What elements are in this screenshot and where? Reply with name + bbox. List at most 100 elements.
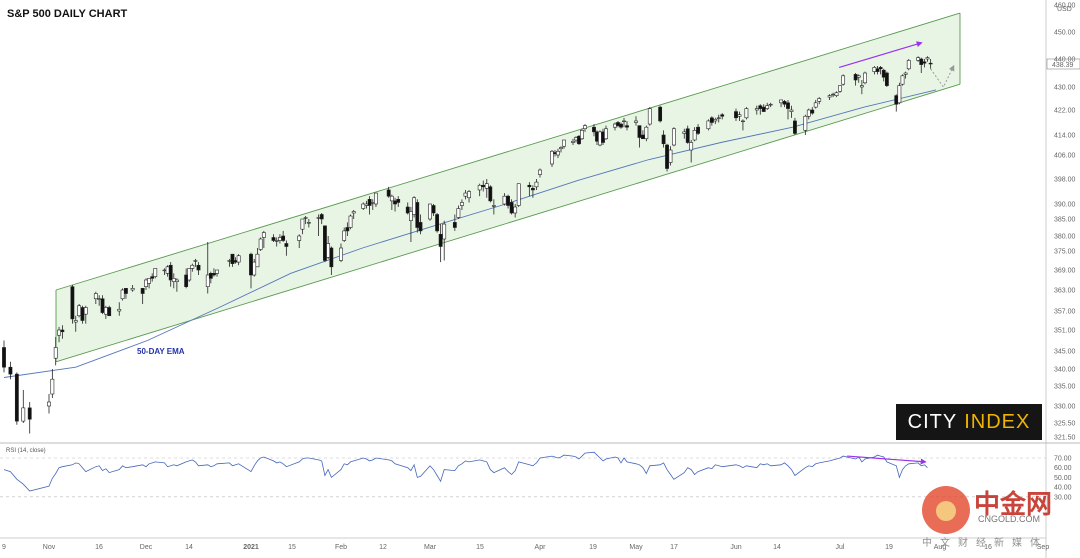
candle-body	[144, 279, 148, 287]
candle	[271, 234, 276, 242]
y-tick-label: 398.00	[1054, 177, 1076, 184]
price-axis[interactable]: USD 438.39 321.50 325.50 330.00 335.00 340.0…	[1046, 3, 1080, 502]
candle-body	[415, 202, 420, 228]
candle-body	[856, 75, 861, 78]
candle-body	[274, 240, 279, 242]
candle-body	[103, 307, 108, 315]
candle-body	[881, 69, 886, 78]
candle	[184, 268, 189, 289]
y-tick-label: 460.00	[1054, 3, 1076, 10]
x-tick-label: Apr	[535, 544, 547, 551]
candle	[460, 199, 464, 210]
candle	[765, 102, 770, 110]
candle-body	[810, 109, 815, 114]
candle	[672, 127, 676, 147]
candle	[431, 204, 436, 216]
candle	[93, 291, 98, 304]
candle-body	[150, 276, 155, 279]
candle-body	[928, 62, 933, 65]
y-tick-label: 440.00	[1054, 57, 1076, 64]
candle	[856, 74, 861, 83]
candle-body	[236, 255, 241, 263]
candle	[481, 180, 486, 192]
candle	[706, 119, 711, 131]
cngold-logo-icon	[922, 486, 970, 534]
candle-body	[57, 329, 61, 336]
candle-body	[786, 102, 790, 109]
candle-body	[761, 106, 766, 112]
candle-body	[8, 366, 13, 375]
candle-body	[834, 92, 839, 96]
candle	[329, 246, 334, 275]
rsi-annotation-layer	[847, 455, 927, 465]
candle	[196, 262, 201, 275]
candle-body	[737, 114, 742, 117]
y-tick-label: 321.50	[1054, 435, 1076, 442]
candle-body	[720, 114, 725, 117]
candle-body	[100, 298, 105, 313]
candle-body	[300, 218, 305, 230]
time-axis[interactable]: 9 Nov 16 Dec 14 2021 15 Feb 12 Mar 15 Apr 19 May 17 Jun…	[2, 544, 1049, 551]
candle-body	[562, 139, 566, 147]
candle-body	[813, 102, 818, 108]
candle-body	[364, 203, 369, 206]
candle	[428, 203, 432, 221]
candle-body	[658, 106, 663, 122]
candle	[300, 218, 305, 235]
rsi-layer	[3, 451, 928, 492]
candle-body	[409, 211, 413, 221]
rsi-tick-label: 60.00	[1054, 465, 1072, 472]
channel-lower-line	[55, 83, 961, 363]
candle	[130, 285, 135, 292]
x-tick-label: 14	[773, 544, 781, 551]
candle	[323, 225, 327, 263]
candle-body	[50, 378, 55, 395]
candle-body	[491, 205, 496, 207]
candle-body	[716, 117, 721, 119]
candle-body	[817, 98, 822, 102]
candle-body	[903, 72, 908, 75]
y-tick-label: 385.00	[1054, 217, 1076, 224]
candle-body	[709, 117, 714, 123]
logo-word-index: INDEX	[964, 410, 1031, 433]
candle-body	[412, 197, 417, 215]
candle-body	[21, 407, 26, 422]
candle-body	[342, 230, 347, 241]
candle	[351, 210, 356, 219]
x-tick-label: 16	[95, 544, 103, 551]
candle	[281, 230, 286, 242]
candle-body	[233, 260, 238, 263]
candle	[488, 185, 493, 203]
candle	[467, 189, 471, 203]
candle-body	[297, 235, 302, 241]
candle	[361, 202, 366, 210]
candle-body	[502, 195, 507, 205]
candle	[53, 337, 58, 366]
candle	[817, 97, 822, 105]
candle	[8, 361, 13, 380]
candle-body	[713, 119, 718, 122]
candle-body	[734, 111, 738, 119]
candle	[415, 199, 420, 233]
candle-body	[754, 108, 759, 111]
candle-body	[668, 149, 673, 163]
candle-body	[925, 57, 930, 60]
candle-body	[644, 126, 649, 140]
candle	[827, 94, 832, 100]
candle-body	[162, 269, 167, 272]
candle-body	[665, 144, 669, 169]
y-tick-label: 330.00	[1054, 404, 1076, 411]
candle	[255, 248, 260, 268]
candle	[348, 214, 353, 230]
candle-body	[460, 202, 464, 206]
candle-body	[853, 74, 858, 81]
candle-body	[431, 205, 436, 214]
candle	[230, 253, 235, 267]
annotation-layer	[838, 41, 955, 88]
candle	[550, 150, 554, 167]
candle	[625, 120, 629, 131]
candle-body	[634, 120, 638, 123]
candle	[386, 186, 391, 198]
channel-fill	[56, 13, 960, 362]
